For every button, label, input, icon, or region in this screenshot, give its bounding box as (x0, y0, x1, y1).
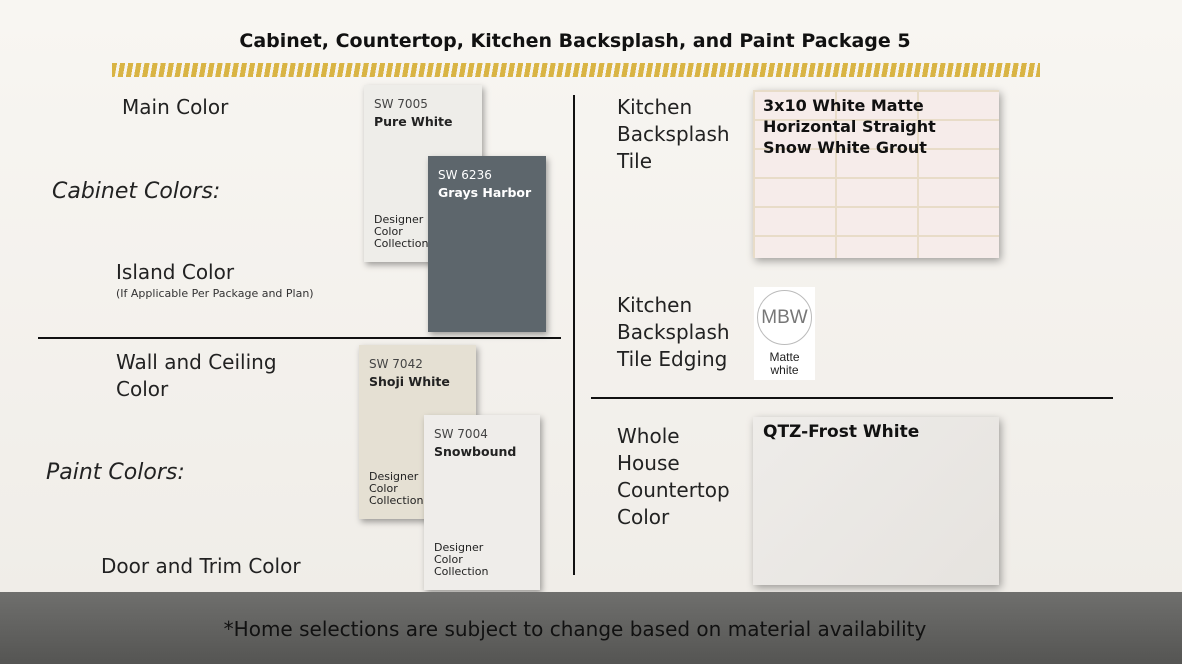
chip-code: SW 6236 (438, 168, 492, 182)
chip-code: SW 7005 (374, 97, 428, 111)
divider (591, 397, 1113, 399)
paint-chip-snowbound: SW 7004 Snowbound Designer Color Collect… (424, 415, 540, 590)
chip-name: Pure White (374, 114, 453, 129)
divider-vertical (573, 95, 575, 575)
chip-code: SW 7004 (434, 427, 488, 441)
footer-disclaimer: *Home selections are subject to change b… (223, 617, 927, 641)
wall-ceiling-label: Wall and Ceiling Color (116, 350, 277, 401)
door-trim-label: Door and Trim Color (101, 554, 301, 578)
edging-label: Kitchen Backsplash Tile Edging (617, 293, 730, 371)
footer-bar (0, 592, 1182, 664)
countertop-desc: QTZ-Frost White (763, 422, 920, 442)
chip-collection: Designer Color Collection (434, 541, 489, 578)
main-color-label: Main Color (122, 95, 229, 119)
tile-desc-line: Horizontal Straight (763, 117, 936, 136)
chip-name: Grays Harbor (438, 185, 532, 200)
paint-chip-grays-harbor: SW 6236 Grays Harbor (428, 156, 546, 332)
island-color-note: (If Applicable Per Package and Plan) (116, 287, 314, 300)
chip-name: Snowbound (434, 444, 517, 459)
tile-desc-line: Snow White Grout (763, 138, 927, 157)
edging-swatch: MBW Matte white (754, 287, 815, 380)
mbw-logo: MBW (757, 290, 812, 345)
countertop-label: Whole House Countertop Color (617, 424, 730, 529)
chip-collection: Designer Color Collection (374, 213, 429, 250)
tile-desc-line: 3x10 White Matte (763, 96, 924, 115)
island-color-label: Island Color (116, 260, 235, 284)
backsplash-label: Kitchen Backsplash Tile (617, 95, 730, 173)
countertop-swatch: QTZ-Frost White (753, 417, 999, 585)
paint-colors-heading: Paint Colors: (46, 460, 185, 485)
chip-code: SW 7042 (369, 357, 423, 371)
page-title: Cabinet, Countertop, Kitchen Backsplash,… (239, 30, 911, 52)
backsplash-tile-image: 3x10 White Matte Horizontal Straight Sno… (753, 90, 999, 258)
edging-desc: Matte white (769, 350, 800, 377)
chip-name: Shoji White (369, 374, 450, 389)
chip-collection: Designer Color Collection (369, 470, 424, 507)
cabinet-colors-heading: Cabinet Colors: (52, 179, 221, 204)
decorative-stripe (112, 63, 1040, 77)
divider (38, 337, 561, 339)
